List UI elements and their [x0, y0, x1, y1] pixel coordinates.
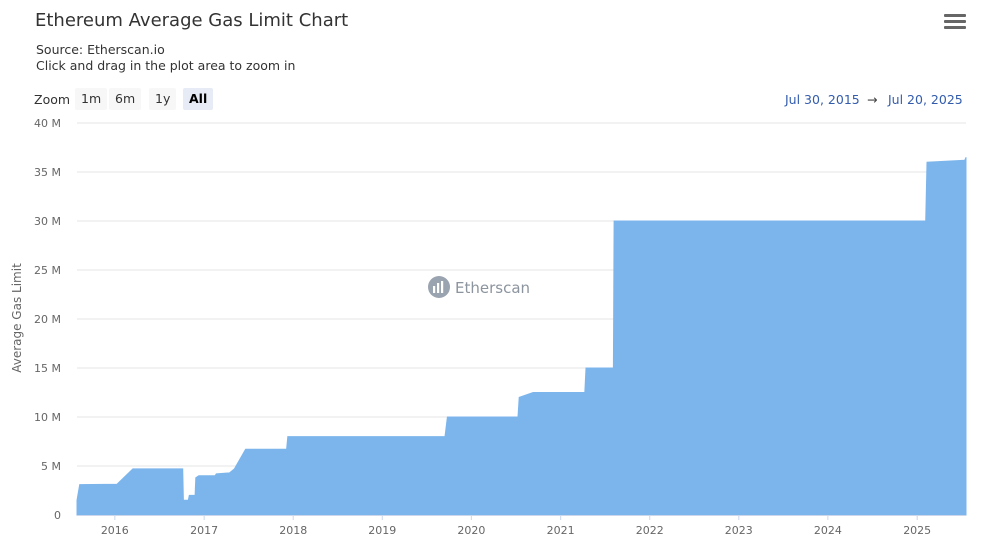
x-tick-label: 2021 — [547, 524, 575, 537]
x-tick-label: 2017 — [190, 524, 218, 537]
y-tick-label: 0 — [54, 509, 61, 522]
x-tick-label: 2024 — [814, 524, 842, 537]
zoom-all-button[interactable]: All — [183, 88, 214, 110]
zoom-6m-button[interactable]: 6m — [109, 88, 142, 110]
y-tick-label: 10 M — [34, 411, 61, 424]
range-to-date[interactable]: Jul 20, 2025 — [888, 92, 963, 107]
etherscan-logo-icon — [428, 276, 450, 298]
chart-instruction: Click and drag in the plot area to zoom … — [36, 58, 296, 73]
x-tick-label: 2019 — [368, 524, 396, 537]
y-tick-label: 25 M — [34, 264, 61, 277]
menu-bar — [944, 14, 966, 17]
watermark-text: Etherscan — [455, 279, 530, 297]
x-tick-label: 2016 — [101, 524, 129, 537]
y-tick-label: 20 M — [34, 313, 61, 326]
y-tick-label: 30 M — [34, 215, 61, 228]
etherscan-watermark: Etherscan — [428, 276, 530, 298]
x-tick-label: 2023 — [725, 524, 753, 537]
x-tick-label: 2020 — [457, 524, 485, 537]
x-tick-label: 2018 — [279, 524, 307, 537]
range-from-date[interactable]: Jul 30, 2015 — [785, 92, 860, 107]
x-tick-label: 2025 — [903, 524, 931, 537]
zoom-label: Zoom — [34, 92, 71, 107]
chart-title: Ethereum Average Gas Limit Chart — [35, 10, 349, 31]
zoom-1y-button[interactable]: 1y — [149, 88, 177, 110]
range-arrow: → — [867, 92, 878, 107]
menu-bar — [944, 26, 966, 29]
y-tick-label: 5 M — [41, 460, 61, 473]
x-tick-label: 2022 — [636, 524, 664, 537]
zoom-1m-button[interactable]: 1m — [75, 88, 108, 110]
hamburger-menu-icon[interactable] — [944, 14, 966, 32]
y-tick-label: 35 M — [34, 166, 61, 179]
y-axis-label: Average Gas Limit — [10, 263, 24, 373]
y-tick-label: 40 M — [34, 117, 61, 130]
gas-limit-area-series[interactable] — [76, 157, 967, 516]
chart-source: Source: Etherscan.io — [36, 42, 165, 57]
menu-bar — [944, 20, 966, 23]
y-tick-label: 15 M — [34, 362, 61, 375]
